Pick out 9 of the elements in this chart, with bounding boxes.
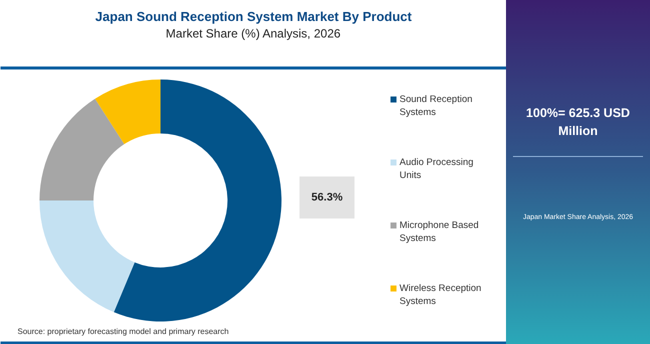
source-note: Source: proprietary forecasting model and primary research — [18, 327, 229, 336]
chart-subtitle: Market Share (%) Analysis, 2026 — [166, 26, 341, 40]
data-label: 56.3% — [311, 192, 343, 204]
chart-title: Japan Sound Reception System Market By Product — [95, 9, 412, 24]
text: 100%= 625.3 USD Million — [525, 105, 631, 140]
legend-label: Sound Reception Systems — [400, 94, 472, 118]
legend-label: Wireless Reception Systems — [400, 283, 482, 307]
legend-label: Audio Processing Units — [400, 157, 474, 181]
legend-label: Microphone Based Systems — [400, 220, 479, 244]
